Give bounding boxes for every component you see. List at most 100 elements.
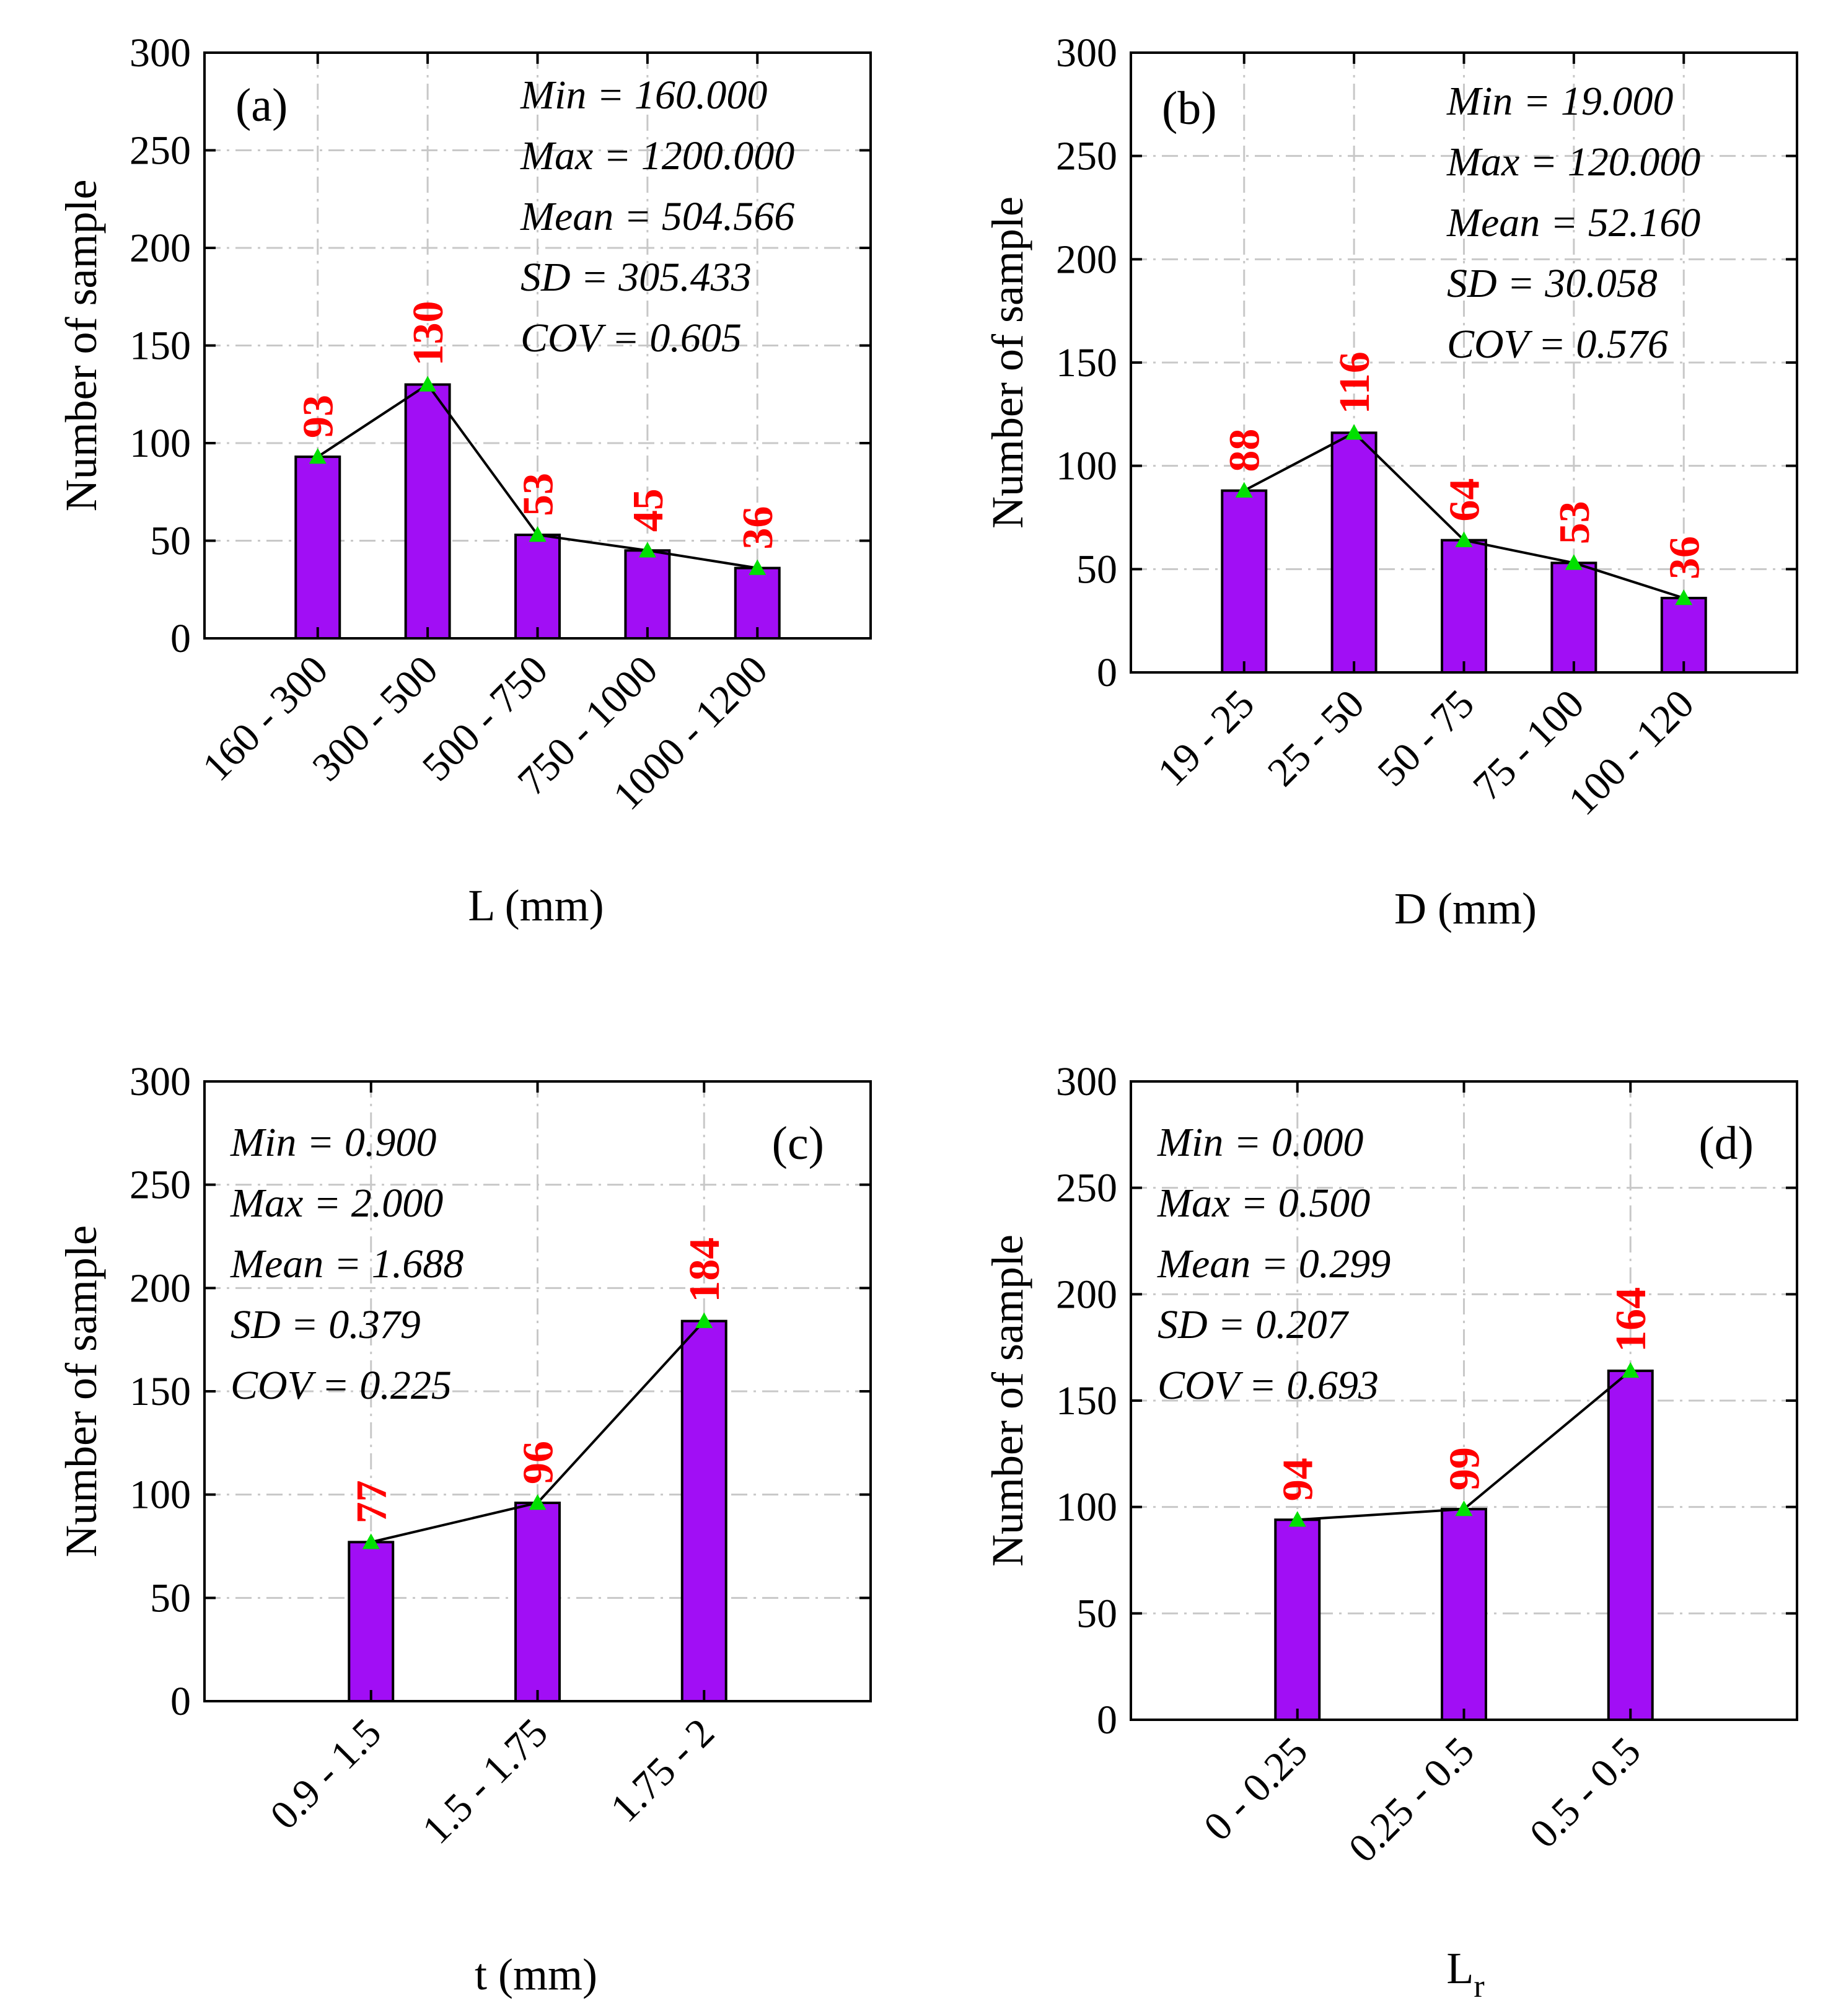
- bar-0-0.25: [1274, 1518, 1321, 1721]
- bar-75-100: [1550, 561, 1597, 674]
- y-axis-title: Number of sample: [56, 180, 106, 512]
- data-label: 64: [1441, 478, 1489, 522]
- data-label: 99: [1441, 1447, 1489, 1490]
- panel-label: (d): [1698, 1117, 1754, 1169]
- data-point-marker: [419, 376, 437, 392]
- stat-line: COV = 0.225: [231, 1363, 452, 1408]
- bar-1.75-2: [680, 1319, 727, 1703]
- data-point-marker: [529, 526, 547, 542]
- y-tick-label: 150: [130, 1369, 191, 1414]
- y-tick-label: 150: [1056, 1378, 1117, 1424]
- chart-panel-3: 77 96 184 0 50 100 150 200 250 300 0.9 - 1.5 1.5 - …: [56, 1059, 872, 1999]
- data-label: 45: [625, 488, 672, 532]
- stat-line: SD = 0.379: [231, 1302, 421, 1347]
- y-tick-label: 100: [1056, 444, 1117, 489]
- stat-line: Mean = 504.566: [520, 194, 794, 239]
- y-tick-label: 150: [130, 324, 191, 369]
- data-label: 93: [295, 395, 343, 438]
- stat-line: Mean = 52.160: [1446, 200, 1700, 245]
- data-point-marker: [1622, 1362, 1640, 1378]
- data-point-marker: [1455, 1500, 1473, 1516]
- bar-0.5-0.5: [1607, 1369, 1654, 1721]
- x-category-label: 1.5 - 1.75: [414, 1710, 557, 1853]
- stat-line: Max = 2.000: [230, 1181, 443, 1226]
- x-category-label: 1.75 - 2: [602, 1710, 723, 1831]
- data-point-marker: [749, 559, 767, 575]
- x-category-label: 19 - 25: [1149, 681, 1263, 795]
- bar-300-500: [404, 383, 451, 640]
- x-axis-title: D (mm): [1394, 884, 1537, 933]
- y-tick-label: 0: [1097, 650, 1117, 695]
- stat-line: Max = 1200.000: [520, 133, 794, 178]
- data-label: 36: [1661, 536, 1708, 579]
- stat-line: COV = 0.605: [521, 315, 742, 361]
- data-point-marker: [1455, 531, 1473, 547]
- bar-160-300: [294, 456, 341, 640]
- bar-25-50: [1330, 431, 1377, 674]
- data-point-marker: [1675, 589, 1693, 605]
- y-tick-label: 100: [130, 1472, 191, 1518]
- y-tick-label: 50: [1076, 547, 1117, 592]
- data-label: 164: [1607, 1287, 1655, 1352]
- stat-line: Min = 19.000: [1446, 79, 1673, 124]
- stat-line: Min = 0.900: [230, 1120, 436, 1165]
- data-label: 96: [515, 1441, 563, 1484]
- stat-line: SD = 0.207: [1158, 1302, 1350, 1347]
- y-tick-label: 100: [1056, 1485, 1117, 1530]
- y-tick-label: 250: [130, 1163, 191, 1208]
- y-tick-label: 50: [150, 1575, 191, 1621]
- stat-line: SD = 305.433: [521, 255, 752, 300]
- data-point-marker: [1345, 424, 1363, 440]
- bar-0.25-0.5: [1441, 1508, 1487, 1722]
- panel-label: (a): [235, 79, 288, 131]
- chart-panel-4: 94 99 164 0 50 100 150 200 250 300 0 - 0.25 0.25 - …: [983, 1059, 1798, 2004]
- data-label: 94: [1275, 1458, 1322, 1501]
- y-axis-title: Number of sample: [983, 196, 1032, 529]
- y-tick-label: 0: [170, 1679, 191, 1724]
- x-category-label: 0.9 - 1.5: [261, 1710, 390, 1838]
- data-point-marker: [1288, 1511, 1306, 1527]
- y-tick-label: 200: [1056, 1272, 1117, 1317]
- y-tick-label: 300: [1056, 1059, 1117, 1104]
- y-tick-label: 0: [170, 616, 191, 661]
- y-tick-label: 0: [1097, 1697, 1117, 1743]
- data-point-marker: [529, 1494, 547, 1510]
- stat-line: COV = 0.576: [1447, 322, 1668, 367]
- bar-19-25: [1221, 489, 1268, 674]
- x-axis-title: t (mm): [475, 1950, 597, 1999]
- data-point-marker: [309, 448, 327, 464]
- y-axis-title: Number of sample: [56, 1225, 106, 1557]
- data-label: 130: [405, 301, 452, 366]
- stat-line: Mean = 0.299: [1157, 1241, 1391, 1287]
- data-label: 53: [1551, 501, 1599, 544]
- bar-750-1000: [624, 549, 671, 640]
- panel-label: (c): [772, 1117, 824, 1169]
- y-tick-label: 200: [130, 1266, 191, 1311]
- data-label: 53: [515, 473, 563, 516]
- x-axis-title: Lr: [1446, 1943, 1484, 2004]
- y-axis-title: Number of sample: [983, 1235, 1032, 1567]
- y-tick-label: 250: [1056, 134, 1117, 179]
- y-tick-label: 200: [1056, 237, 1117, 282]
- data-label: 77: [348, 1480, 396, 1523]
- bar-500-750: [514, 534, 561, 640]
- data-label: 88: [1221, 429, 1269, 472]
- stat-line: Min = 0.000: [1157, 1120, 1363, 1165]
- data-point-marker: [362, 1533, 380, 1549]
- data-point-marker: [695, 1312, 713, 1328]
- stat-line: COV = 0.693: [1158, 1363, 1379, 1408]
- stat-line: Max = 120.000: [1446, 139, 1700, 185]
- data-point-marker: [638, 542, 656, 558]
- panel-label: (b): [1162, 82, 1217, 134]
- y-tick-label: 300: [1056, 30, 1117, 76]
- x-category-label: 0.25 - 0.5: [1340, 1728, 1483, 1872]
- x-category-label: 0 - 0.25: [1195, 1728, 1317, 1850]
- bar-1.5-1.75: [514, 1502, 561, 1702]
- bar-0.9-1.5: [348, 1541, 395, 1702]
- x-axis-title: L (mm): [468, 881, 604, 930]
- bar-50-75: [1441, 539, 1487, 674]
- stat-line: Min = 160.000: [520, 73, 767, 118]
